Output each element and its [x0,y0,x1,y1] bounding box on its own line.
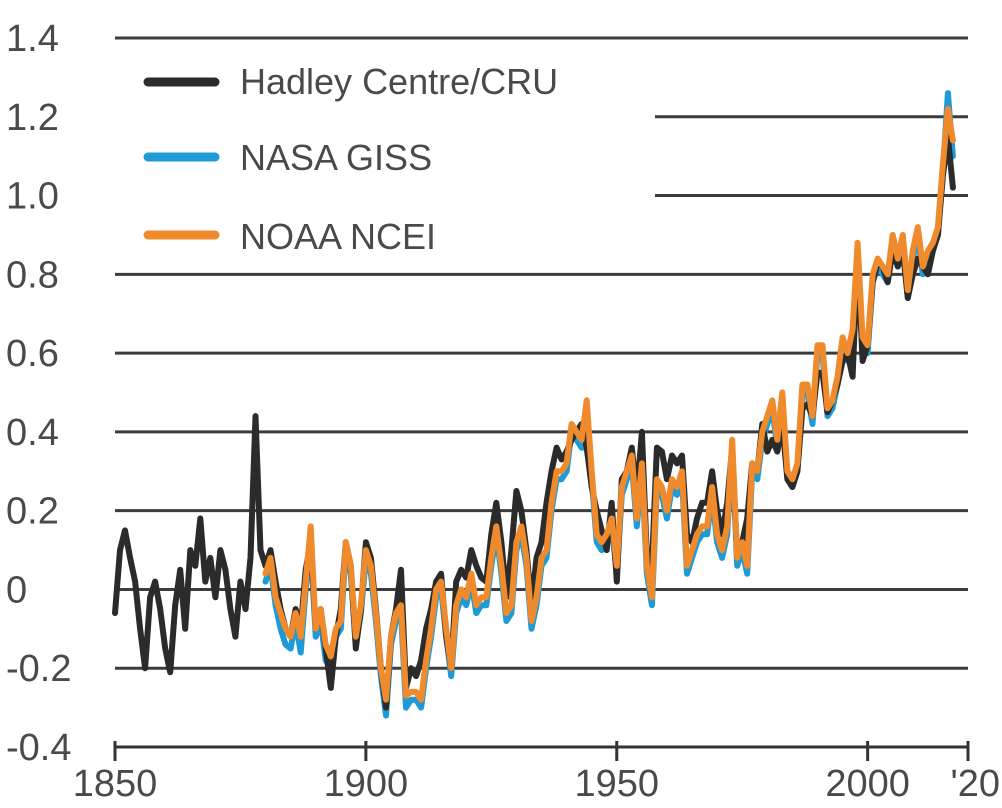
legend: Hadley Centre/CRU NASA GISS NOAA NCEI [115,50,655,270]
legend-label-hadley: Hadley Centre/CRU [240,61,558,102]
x-tick-label: 2000 [825,763,910,805]
x-tick-label: 1900 [324,763,409,805]
series-line-noaa-ncei [262,105,956,703]
y-tick-label: 0.4 [6,412,59,454]
y-tick-label: 0.6 [6,333,59,375]
y-tick-label: 0.8 [6,254,59,296]
y-tick-label: 1.0 [6,176,59,218]
x-tick-label: 1950 [574,763,659,805]
x-tick-label: '20 [950,763,1000,805]
y-tick-label: 0 [6,569,27,611]
series-lines [112,90,956,719]
x-axis: 1850 1900 1950 2000 '20 [73,741,1000,805]
legend-label-noaa: NOAA NCEI [240,216,436,257]
y-tick-label: -0.4 [6,727,71,769]
legend-label-nasa: NASA GISS [240,137,432,178]
y-tick-label: 1.2 [6,97,59,139]
x-tick-label: 1850 [73,763,158,805]
y-axis-tick-labels: 1.4 1.2 1.0 0.8 0.6 0.4 0.2 0 -0.2 -0.4 [6,18,71,769]
y-tick-label: 1.4 [6,18,59,60]
y-tick-label: 0.2 [6,491,59,533]
y-tick-label: -0.2 [6,648,71,690]
